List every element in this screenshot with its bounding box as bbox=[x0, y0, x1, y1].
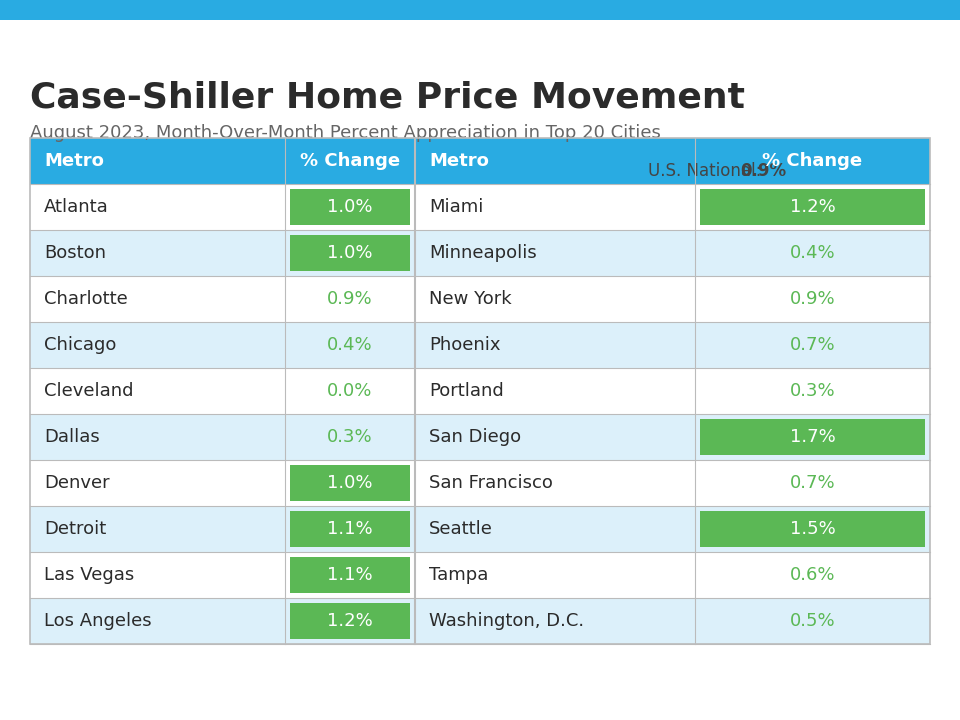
Bar bbox=[30, 506, 930, 552]
Text: Case-Shiller Home Price Movement: Case-Shiller Home Price Movement bbox=[30, 80, 745, 114]
Bar bbox=[700, 189, 925, 225]
Text: August 2023, Month-Over-Month Percent Appreciation in Top 20 Cities: August 2023, Month-Over-Month Percent Ap… bbox=[30, 124, 660, 142]
Text: 0.4%: 0.4% bbox=[327, 336, 372, 354]
Text: 0.3%: 0.3% bbox=[327, 428, 372, 446]
Text: 0.9%: 0.9% bbox=[790, 290, 835, 308]
Bar bbox=[30, 276, 930, 322]
Text: 1.5%: 1.5% bbox=[790, 520, 835, 538]
Text: 0.7%: 0.7% bbox=[790, 336, 835, 354]
Bar bbox=[700, 511, 925, 547]
Bar bbox=[30, 138, 930, 644]
Bar bbox=[30, 552, 930, 598]
Text: 0.4%: 0.4% bbox=[790, 244, 835, 262]
Bar bbox=[30, 368, 930, 414]
Text: Phoenix: Phoenix bbox=[429, 336, 500, 354]
Bar bbox=[290, 557, 410, 593]
Bar bbox=[290, 603, 410, 639]
Text: 1.1%: 1.1% bbox=[327, 520, 372, 538]
Text: Boston: Boston bbox=[44, 244, 106, 262]
Text: Dallas: Dallas bbox=[44, 428, 100, 446]
Text: 0.9%: 0.9% bbox=[327, 290, 372, 308]
Bar bbox=[290, 511, 410, 547]
Text: Charlotte: Charlotte bbox=[44, 290, 128, 308]
Text: 1.0%: 1.0% bbox=[327, 198, 372, 216]
Text: 0.3%: 0.3% bbox=[790, 382, 835, 400]
Text: 0.0%: 0.0% bbox=[327, 382, 372, 400]
Text: Chicago: Chicago bbox=[44, 336, 116, 354]
Text: Miami: Miami bbox=[429, 198, 484, 216]
Text: 1.1%: 1.1% bbox=[327, 566, 372, 584]
Bar bbox=[290, 465, 410, 501]
Text: 0.7%: 0.7% bbox=[790, 474, 835, 492]
Text: Metro: Metro bbox=[44, 152, 104, 170]
Text: San Diego: San Diego bbox=[429, 428, 521, 446]
Text: Detroit: Detroit bbox=[44, 520, 107, 538]
Text: Los Angeles: Los Angeles bbox=[44, 612, 152, 630]
Bar bbox=[30, 184, 930, 230]
Bar bbox=[30, 322, 930, 368]
Bar bbox=[30, 230, 930, 276]
Bar bbox=[30, 598, 930, 644]
Text: 1.0%: 1.0% bbox=[327, 474, 372, 492]
Text: Washington, D.C.: Washington, D.C. bbox=[429, 612, 584, 630]
Text: Denver: Denver bbox=[44, 474, 109, 492]
Bar bbox=[30, 414, 930, 460]
Text: New York: New York bbox=[429, 290, 512, 308]
Text: U.S. National:: U.S. National: bbox=[648, 162, 767, 180]
Text: Metro: Metro bbox=[429, 152, 489, 170]
Text: 0.6%: 0.6% bbox=[790, 566, 835, 584]
Text: % Change: % Change bbox=[300, 152, 400, 170]
Text: Portland: Portland bbox=[429, 382, 504, 400]
Text: Seattle: Seattle bbox=[429, 520, 492, 538]
Text: Cleveland: Cleveland bbox=[44, 382, 133, 400]
Text: 1.0%: 1.0% bbox=[327, 244, 372, 262]
Text: 0.9%: 0.9% bbox=[740, 162, 786, 180]
Text: San Francisco: San Francisco bbox=[429, 474, 553, 492]
Text: % Change: % Change bbox=[762, 152, 863, 170]
Bar bbox=[290, 235, 410, 271]
Text: 1.2%: 1.2% bbox=[327, 612, 372, 630]
Text: Las Vegas: Las Vegas bbox=[44, 566, 134, 584]
Text: Tampa: Tampa bbox=[429, 566, 489, 584]
Bar bbox=[30, 460, 930, 506]
Text: 0.5%: 0.5% bbox=[790, 612, 835, 630]
Bar bbox=[30, 138, 930, 184]
Text: Atlanta: Atlanta bbox=[44, 198, 108, 216]
Text: 1.2%: 1.2% bbox=[790, 198, 835, 216]
Text: Minneapolis: Minneapolis bbox=[429, 244, 537, 262]
Bar bbox=[700, 419, 925, 455]
Bar bbox=[0, 0, 960, 20]
Bar bbox=[290, 189, 410, 225]
Text: 1.7%: 1.7% bbox=[790, 428, 835, 446]
